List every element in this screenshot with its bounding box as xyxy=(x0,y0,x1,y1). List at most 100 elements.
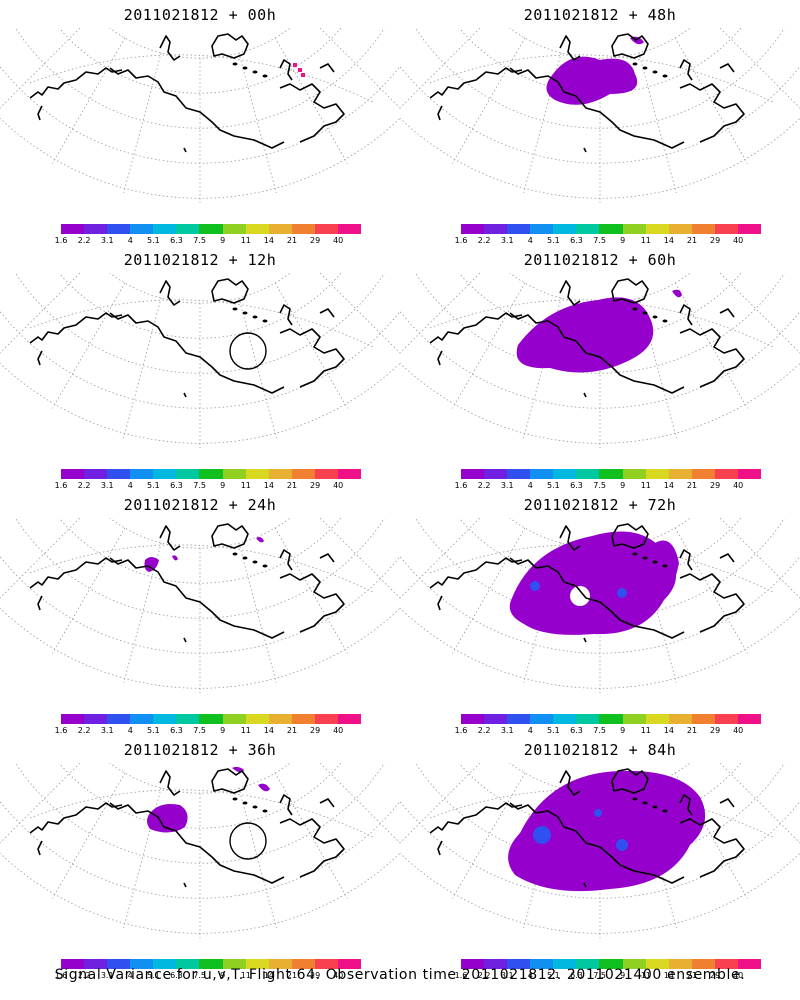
colorbar-swatch xyxy=(153,959,177,969)
colorbar-tick-label: 3.1 xyxy=(100,481,114,490)
panel-title: 2011021812 + 60h xyxy=(523,251,677,269)
colorbar-tick-label: 29 xyxy=(710,726,721,735)
colorbar-swatch xyxy=(530,224,554,234)
colorbar-swatch xyxy=(153,224,177,234)
colorbar-tick-label: 1.6 xyxy=(454,726,468,735)
colorbar-tick-label: 1.6 xyxy=(454,481,468,490)
colorbar-swatch xyxy=(337,469,362,479)
panel-title: 2011021812 + 24h xyxy=(123,496,277,514)
panel-title: 2011021812 + 00h xyxy=(123,6,277,24)
colorbar-tick-label: 5.1 xyxy=(547,481,560,490)
colorbar-tick-label: 6.3 xyxy=(170,726,183,735)
colorbar-tick-label: 29 xyxy=(310,971,321,980)
colorbar-tick-label: 21 xyxy=(286,481,298,490)
colorbar-swatch xyxy=(599,224,623,234)
colorbar-swatch xyxy=(291,959,315,969)
colorbar-swatch xyxy=(714,714,738,724)
colorbar-swatch xyxy=(622,469,646,479)
colorbar-swatch xyxy=(691,959,715,969)
colorbar-tick-label: 5.1 xyxy=(547,236,560,245)
colorbar-tick-label: 4 xyxy=(127,481,133,490)
colorbar-tick-label: 14 xyxy=(263,726,274,735)
colorbar-tick-label: 14 xyxy=(663,971,674,980)
colorbar-swatch xyxy=(222,469,246,479)
colorbar-tick-label: 29 xyxy=(310,236,321,245)
panel-title: 2011021812 + 84h xyxy=(523,741,677,759)
colorbar-swatch xyxy=(61,959,85,969)
colorbar-tick-label: 3.1 xyxy=(500,971,514,980)
colorbar-tick-label: 40 xyxy=(733,726,744,735)
colorbar-labels: 1.6 2.2 3.1 4 5.1 6.3 7.5 9 11 14 21 29 40 xyxy=(55,971,366,981)
colorbar-tick-label: 1.6 xyxy=(54,481,68,490)
colorbar-tick-label: 3.1 xyxy=(500,726,514,735)
colorbar-swatch xyxy=(268,714,292,724)
colorbar-tick-label: 6.3 xyxy=(570,236,583,245)
colorbar-tick-label: 3.1 xyxy=(500,481,514,490)
colorbar-tick-label: 21 xyxy=(686,971,698,980)
colorbar-tick-label: 14 xyxy=(663,481,674,490)
colorbar-tick-label: 40 xyxy=(333,971,344,980)
colorbar-tick-label: 5.1 xyxy=(547,726,560,735)
colorbar-swatch xyxy=(176,959,200,969)
colorbar-tick-label: 9 xyxy=(220,236,226,245)
colorbar-tick-label: 5.1 xyxy=(147,236,160,245)
colorbar-tick-label: 14 xyxy=(263,236,274,245)
colorbar-swatch xyxy=(199,714,223,724)
colorbar-tick-label: 11 xyxy=(240,971,251,980)
colorbar-swatch xyxy=(714,224,738,234)
forecast-panel: 2011021812 + 00h 1.6 2.2 3.1 4 5.1 6.3 7.5 9 11 1… xyxy=(0,0,400,245)
colorbar-tick-label: 4 xyxy=(527,726,533,735)
colorbar xyxy=(61,224,362,234)
colorbar-swatch xyxy=(553,224,577,234)
colorbar-tick-label: 4 xyxy=(127,726,133,735)
colorbar-swatch xyxy=(530,714,554,724)
colorbar-labels: 1.6 2.2 3.1 4 5.1 6.3 7.5 9 11 14 21 29 40 xyxy=(455,236,766,246)
colorbar-swatch xyxy=(645,224,669,234)
colorbar-swatch xyxy=(668,714,692,724)
colorbar-tick-label: 9 xyxy=(220,971,226,980)
colorbar-swatch xyxy=(291,469,315,479)
colorbar-swatch xyxy=(337,959,362,969)
map-projection xyxy=(400,763,800,938)
colorbar-labels: 1.6 2.2 3.1 4 5.1 6.3 7.5 9 11 14 21 29 40 xyxy=(454,726,766,736)
colorbar-tick-label: 2.2 xyxy=(77,481,91,490)
colorbar-tick-label: 3.1 xyxy=(100,236,114,245)
colorbar-swatch xyxy=(61,224,85,234)
forecast-panel: 2011021812 + 84h 1.6 2.2 3.1 4 5.1 6.3 7.5 9 11 1… xyxy=(400,735,800,980)
colorbar-swatch xyxy=(622,959,646,969)
colorbar-swatch xyxy=(530,469,554,479)
colorbar-swatch xyxy=(176,714,200,724)
colorbar-tick-label: 7.5 xyxy=(593,726,606,735)
colorbar-swatch xyxy=(622,714,646,724)
colorbar-swatch xyxy=(199,224,223,234)
colorbar-tick-label: 21 xyxy=(686,481,698,490)
colorbar-tick-label: 9 xyxy=(620,481,626,490)
colorbar-tick-label: 11 xyxy=(240,481,251,490)
colorbar-swatch xyxy=(84,224,108,234)
colorbar-swatch xyxy=(84,959,108,969)
colorbar-swatch xyxy=(461,959,485,969)
colorbar-swatch xyxy=(61,469,85,479)
colorbar-swatch xyxy=(176,224,200,234)
colorbar-tick-label: 11 xyxy=(240,726,251,735)
colorbar-swatch xyxy=(714,469,738,479)
colorbar-swatch xyxy=(130,959,154,969)
figure-caption: Signal Variance for u,v,T. Flight 64. Ob… xyxy=(54,967,746,983)
colorbar-labels: 1.6 2.2 3.1 4 5.1 6.3 7.5 9 11 14 21 29 40 xyxy=(455,971,766,981)
colorbar-tick-label: 2.2 xyxy=(77,971,91,980)
colorbar-tick-label: 14 xyxy=(263,481,274,490)
colorbar-swatch xyxy=(668,959,692,969)
colorbar-swatch xyxy=(199,469,223,479)
colorbar-swatch xyxy=(337,714,362,724)
colorbar-swatch xyxy=(668,224,692,234)
forecast-panel: 2011021812 + 60h 1.6 2.2 3.1 4 5.1 6.3 7.5 9 11 1… xyxy=(400,245,800,490)
colorbar-tick-label: 40 xyxy=(733,236,744,245)
colorbar-labels: 1.6 2.2 3.1 4 5.1 6.3 7.5 9 11 14 21 29 40 xyxy=(54,481,366,491)
colorbar-swatch xyxy=(599,959,623,969)
colorbar-tick-label: 11 xyxy=(640,236,651,245)
colorbar-swatch xyxy=(245,959,269,969)
colorbar-tick-label: 40 xyxy=(333,481,344,490)
colorbar-swatch xyxy=(84,469,108,479)
colorbar-tick-label: 7.5 xyxy=(193,971,206,980)
colorbar-swatch xyxy=(268,469,292,479)
